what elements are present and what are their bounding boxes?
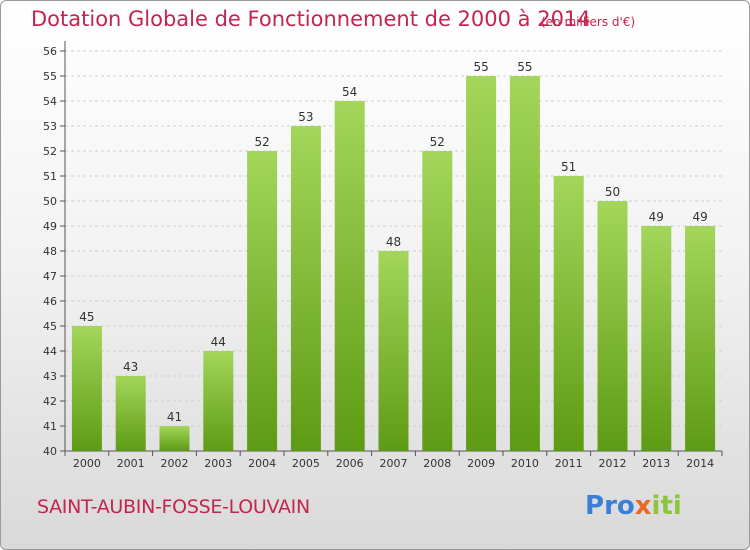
logo-letter: i	[651, 491, 661, 521]
y-tick-label: 42	[43, 395, 57, 408]
x-tick-label: 2001	[117, 457, 145, 470]
logo-letter: o	[616, 491, 635, 521]
y-tick-label: 48	[43, 245, 57, 258]
bar-value-label: 55	[517, 60, 532, 74]
bar	[203, 351, 234, 451]
y-tick-label: 51	[43, 170, 57, 183]
y-tick-label: 56	[43, 45, 57, 58]
bar-value-label: 52	[254, 135, 269, 149]
bar	[247, 151, 278, 451]
x-tick-label: 2014	[686, 457, 714, 470]
bar-value-label: 52	[430, 135, 445, 149]
y-tick-label: 45	[43, 320, 57, 333]
bar-value-label: 50	[605, 185, 620, 199]
x-tick-label: 2008	[423, 457, 451, 470]
commune-name: SAINT-AUBIN-FOSSE-LOUVAIN	[37, 496, 310, 518]
bar	[334, 101, 365, 451]
y-tick-label: 50	[43, 195, 57, 208]
y-tick-label: 40	[43, 445, 57, 458]
x-tick-label: 2007	[380, 457, 408, 470]
x-tick-label: 2000	[73, 457, 101, 470]
x-tick-label: 2004	[248, 457, 276, 470]
y-tick-label: 52	[43, 145, 57, 158]
bar-value-label: 44	[211, 335, 226, 349]
y-tick-label: 44	[43, 345, 57, 358]
y-tick-label: 43	[43, 370, 57, 383]
bar-value-label: 53	[298, 110, 313, 124]
x-tick-label: 2002	[161, 457, 189, 470]
logo-letter: t	[660, 491, 673, 521]
bar	[641, 226, 672, 451]
logo-letter: i	[672, 491, 682, 521]
proxiti-logo[interactable]: Proxiti	[585, 491, 682, 521]
y-tick-label: 47	[43, 270, 57, 283]
bar-value-label: 55	[473, 60, 488, 74]
logo-letter: r	[604, 491, 617, 521]
y-tick-label: 46	[43, 295, 57, 308]
bar-value-label: 41	[167, 410, 182, 424]
bar	[71, 326, 102, 451]
x-tick-label: 2012	[599, 457, 627, 470]
y-tick-label: 49	[43, 220, 57, 233]
bar-value-label: 51	[561, 160, 576, 174]
x-tick-label: 2005	[292, 457, 320, 470]
bar-value-label: 49	[692, 210, 707, 224]
bar-value-label: 43	[123, 360, 138, 374]
bar	[597, 201, 628, 451]
bar	[509, 76, 540, 451]
x-tick-label: 2010	[511, 457, 539, 470]
x-tick-label: 2013	[642, 457, 670, 470]
bar-value-label: 49	[649, 210, 664, 224]
bar	[685, 226, 716, 451]
x-tick-label: 2009	[467, 457, 495, 470]
y-tick-label: 41	[43, 420, 57, 433]
y-tick-label: 54	[43, 95, 57, 108]
bar	[466, 76, 497, 451]
chart-unit-label: (en milliers d'€)	[541, 15, 636, 29]
bar	[553, 176, 584, 451]
bar-value-label: 54	[342, 85, 357, 99]
bar-value-label: 45	[79, 310, 94, 324]
x-tick-label: 2006	[336, 457, 364, 470]
bar-value-label: 48	[386, 235, 401, 249]
x-tick-label: 2003	[204, 457, 232, 470]
y-tick-label: 55	[43, 70, 57, 83]
bar	[115, 376, 146, 451]
logo-letter: x	[634, 491, 652, 521]
bar	[378, 251, 409, 451]
bar	[422, 151, 453, 451]
bar	[290, 126, 321, 451]
x-tick-label: 2011	[555, 457, 583, 470]
chart-title: Dotation Globale de Fonctionnement de 20…	[31, 7, 591, 31]
y-tick-label: 53	[43, 120, 57, 133]
bar	[159, 426, 190, 451]
logo-letter: P	[585, 491, 605, 521]
